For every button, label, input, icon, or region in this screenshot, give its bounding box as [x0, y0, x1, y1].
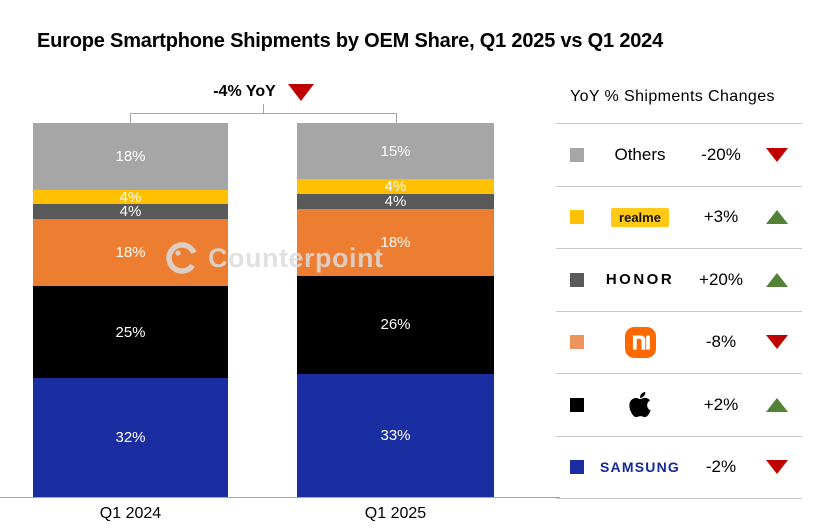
honor-swatch	[570, 272, 584, 287]
bar-q1-2024: 18% 4% 4% 18% 25% 32%	[33, 123, 228, 497]
bar-segment-apple: 26%	[297, 276, 494, 374]
segment-value-label: 4%	[119, 188, 142, 206]
apple-change-value: +2%	[703, 394, 739, 414]
xiaomi-logo	[624, 326, 656, 358]
segment-value-label: 18%	[380, 234, 411, 252]
segment-value-label: 4%	[119, 203, 142, 221]
legend-table: Others -20% realme +3% HONOR +20%	[556, 123, 802, 499]
yoy-annotation-label: -4% YoY	[213, 83, 276, 100]
bar-segment-others: 15%	[297, 123, 494, 180]
x-label-q1-2025: Q1 2025	[364, 505, 427, 522]
realme-change-value: +3%	[703, 207, 739, 227]
down-triangle-icon	[766, 147, 788, 162]
down-triangle-icon	[766, 460, 788, 475]
samsung-swatch	[570, 460, 584, 475]
bracket-tick-right	[396, 113, 397, 123]
realme-logo: realme	[611, 207, 669, 227]
bar-segment-xiaomi: 18%	[297, 209, 494, 277]
segment-value-label: 4%	[384, 193, 407, 211]
legend-row-honor: HONOR +20%	[556, 249, 802, 312]
bar-segment-samsung: 33%	[297, 373, 494, 497]
bar-segment-realme: 4%	[33, 190, 228, 205]
bracket-line	[130, 113, 397, 114]
yoy-down-triangle-icon	[287, 83, 314, 101]
bar-segment-honor: 4%	[33, 204, 228, 219]
legend-row-apple: +2%	[556, 374, 802, 437]
samsung-change-value: -2%	[705, 457, 737, 477]
x-axis-line	[0, 497, 560, 498]
down-triangle-icon	[766, 335, 788, 350]
bracket-tick-left	[130, 113, 131, 123]
bar-segment-others: 18%	[33, 123, 228, 190]
bracket-tick-middle	[263, 104, 264, 113]
bar-segment-apple: 25%	[33, 285, 228, 379]
segment-value-label: 33%	[380, 426, 411, 444]
bar-segment-honor: 4%	[297, 194, 494, 209]
apple-logo	[629, 392, 651, 418]
segment-value-label: 4%	[384, 178, 407, 196]
honor-logo: HONOR	[605, 271, 675, 289]
honor-change-value: +20%	[699, 269, 743, 289]
segment-value-label: 26%	[380, 316, 411, 334]
legend-title: YoY % Shipments Changes	[570, 88, 775, 105]
legend-row-xiaomi: -8%	[556, 312, 802, 374]
xiaomi-swatch	[570, 335, 584, 350]
apple-swatch	[570, 397, 584, 412]
segment-value-label: 25%	[115, 323, 146, 341]
legend-row-realme: realme +3%	[556, 187, 802, 249]
segment-value-label: 18%	[115, 244, 146, 262]
segment-value-label: 15%	[380, 142, 411, 160]
x-label-q1-2024: Q1 2024	[99, 505, 162, 522]
bar-segment-realme: 4%	[297, 179, 494, 194]
chart-title: Europe Smartphone Shipments by OEM Share…	[37, 30, 664, 52]
xiaomi-change-value: -8%	[705, 332, 737, 352]
others-change-value: -20%	[701, 144, 741, 164]
legend-row-others: Others -20%	[556, 124, 802, 187]
others-swatch	[570, 147, 584, 162]
up-triangle-icon	[766, 397, 788, 412]
up-triangle-icon	[766, 210, 788, 225]
bar-q1-2025: 15% 4% 4% 18% 26% 33%	[297, 123, 494, 497]
bar-segment-samsung: 32%	[33, 378, 228, 497]
bar-segment-xiaomi: 18%	[33, 219, 228, 286]
realme-swatch	[570, 210, 584, 225]
legend-row-samsung: SAMSUNG -2%	[556, 437, 802, 499]
others-label: Others	[614, 144, 666, 164]
up-triangle-icon	[766, 272, 788, 287]
segment-value-label: 32%	[115, 429, 146, 447]
yoy-annotation: -4% YoY	[130, 83, 397, 101]
samsung-logo: SAMSUNG	[600, 459, 680, 476]
segment-value-label: 18%	[115, 147, 146, 165]
